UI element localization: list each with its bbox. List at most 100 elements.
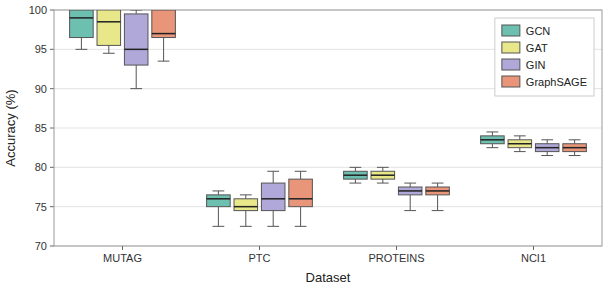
x-tick — [533, 246, 534, 250]
plot-frame — [54, 10, 602, 246]
box-body — [124, 14, 148, 65]
y-tick-label: 85 — [35, 122, 47, 134]
grid-line — [54, 167, 602, 168]
upper-cap — [130, 10, 142, 11]
upper-whisker — [437, 183, 438, 187]
box — [426, 183, 450, 211]
box-body — [289, 179, 313, 207]
y-tick-label: 90 — [35, 83, 47, 95]
median — [508, 143, 532, 145]
box — [398, 183, 422, 211]
box-body — [70, 10, 94, 38]
lower-whisker — [163, 38, 164, 62]
upper-cap — [514, 135, 526, 136]
legend-swatch — [502, 25, 520, 36]
lower-cap — [541, 155, 553, 156]
upper-whisker — [300, 171, 301, 179]
boxes — [70, 10, 587, 226]
upper-whisker — [136, 10, 137, 14]
box — [508, 136, 532, 152]
box — [97, 10, 121, 53]
upper-cap — [240, 194, 252, 195]
median — [207, 198, 231, 200]
box — [563, 140, 587, 156]
y-axis: 707580859095100 — [29, 4, 602, 252]
legend: GCNGATGINGraphSAGE — [495, 18, 594, 96]
lower-cap — [103, 53, 115, 54]
lower-cap — [130, 88, 142, 89]
x-tick — [122, 246, 123, 250]
lower-cap — [514, 151, 526, 152]
box-body — [398, 187, 422, 195]
box-body — [535, 144, 559, 152]
box-body — [261, 183, 285, 211]
upper-whisker — [245, 195, 246, 199]
y-tick-label: 100 — [29, 4, 47, 16]
lower-whisker — [218, 207, 219, 227]
lower-cap — [158, 61, 170, 62]
y-tick — [50, 49, 54, 50]
lower-whisker — [547, 152, 548, 156]
grid-line — [54, 206, 602, 207]
legend-box — [495, 18, 594, 96]
lower-cap — [240, 226, 252, 227]
lower-whisker — [382, 179, 383, 183]
lower-whisker — [355, 179, 356, 183]
y-tick-label: 70 — [35, 240, 47, 252]
legend-label: GIN — [526, 59, 546, 71]
median — [398, 190, 422, 192]
upper-cap — [432, 183, 444, 184]
y-tick — [50, 246, 54, 247]
upper-whisker — [492, 132, 493, 136]
lower-whisker — [410, 195, 411, 211]
chart: 707580859095100MUTAGPTCPROTEINSNCI1Datas… — [0, 0, 612, 288]
median — [535, 147, 559, 149]
y-tick — [50, 10, 54, 11]
lower-whisker — [492, 144, 493, 148]
lower-cap — [295, 226, 307, 227]
upper-cap — [350, 167, 362, 168]
x-tick — [396, 246, 397, 250]
legend-swatch — [502, 59, 520, 70]
legend-label: GAT — [526, 42, 548, 54]
box-body — [234, 199, 258, 211]
box — [535, 140, 559, 156]
lower-whisker — [81, 38, 82, 50]
y-tick — [50, 167, 54, 168]
lower-whisker — [437, 195, 438, 211]
box-body — [344, 171, 368, 179]
x-tick-label: PTC — [249, 252, 271, 264]
lower-cap — [213, 226, 225, 227]
median — [426, 190, 450, 192]
median — [289, 198, 313, 200]
median — [70, 17, 94, 19]
median — [234, 206, 258, 208]
lower-whisker — [108, 45, 109, 53]
lower-cap — [487, 147, 499, 148]
box — [289, 171, 313, 226]
median — [97, 21, 121, 23]
legend-swatch — [502, 42, 520, 53]
x-axis: MUTAGPTCPROTEINSNCI1 — [103, 246, 546, 264]
median — [261, 198, 285, 200]
lower-whisker — [273, 211, 274, 227]
legend-label: GCN — [526, 25, 551, 37]
box — [371, 167, 395, 183]
upper-cap — [267, 171, 279, 172]
lower-whisker — [519, 148, 520, 152]
upper-cap — [377, 167, 389, 168]
lower-cap — [569, 155, 581, 156]
lower-cap — [377, 183, 389, 184]
x-axis-label: Dataset — [306, 270, 351, 285]
upper-whisker — [382, 167, 383, 171]
lower-whisker — [136, 65, 137, 89]
y-tick-label: 95 — [35, 43, 47, 55]
upper-whisker — [273, 171, 274, 183]
box — [207, 191, 231, 226]
y-axis-label: Accuracy (%) — [3, 89, 18, 166]
box-body — [508, 140, 532, 148]
y-tick-label: 80 — [35, 161, 47, 173]
box-body — [426, 187, 450, 195]
box — [481, 132, 505, 148]
y-tick — [50, 206, 54, 207]
